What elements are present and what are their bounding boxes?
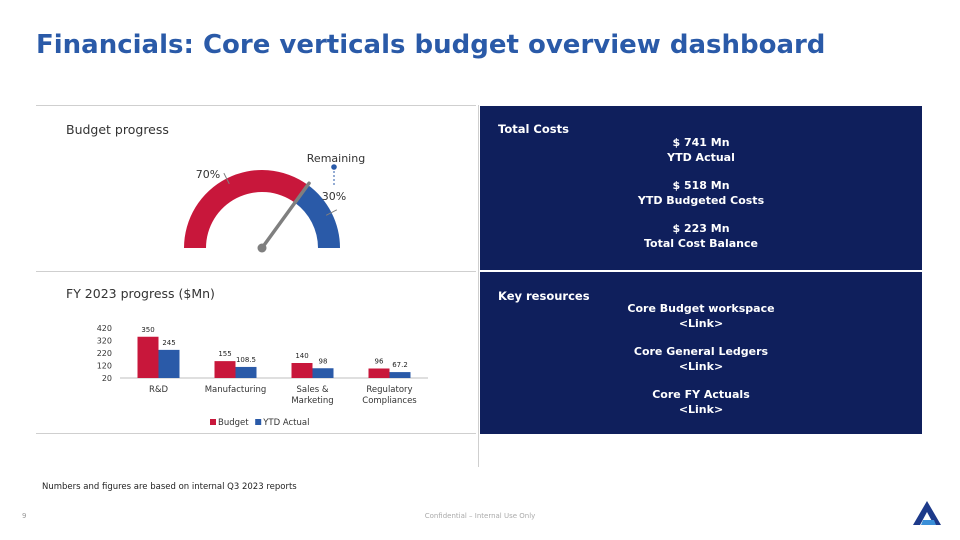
x-tick-label: R&D: [149, 385, 169, 395]
legend-label: YTD Actual: [262, 418, 309, 428]
gauge-remaining-tick: [325, 209, 338, 216]
resource-item: Core Budget workspace <Link>: [480, 301, 922, 331]
key-resources-heading: Key resources: [498, 289, 590, 303]
x-tick-label: Regulatory: [366, 385, 412, 395]
total-cost-label: YTD Actual: [667, 151, 735, 164]
bar-budget: [368, 368, 390, 378]
total-cost-label: Total Cost Balance: [644, 237, 758, 250]
budget-gauge: 70% Remaining 30%: [184, 152, 365, 253]
y-tick-label: 220: [97, 349, 112, 358]
x-tick-label: Sales &: [297, 385, 329, 395]
confidential-notice: Confidential – Internal Use Only: [424, 512, 536, 520]
x-tick-label: Marketing: [291, 396, 333, 406]
fy-progress-bar-chart: 420 320 220 120 20 350 245 R&D 155 108.5 Manufactu…: [97, 324, 428, 428]
total-cost-value: $ 223 Mn: [672, 222, 730, 235]
total-costs-item: $ 223 Mn Total Cost Balance: [480, 221, 922, 251]
page-title: Financials: Core verticals budget overvi…: [36, 30, 826, 60]
budget-progress-label: Budget progress: [66, 122, 169, 137]
divider-top-left: [36, 105, 476, 106]
divider-bottom-left: [36, 433, 476, 434]
x-tick-label: Compliances: [362, 396, 417, 406]
bar-ytd-actual: [389, 372, 411, 378]
used-percent-label: 70%: [196, 168, 220, 181]
total-cost-label: YTD Budgeted Costs: [637, 194, 765, 207]
total-cost-value: $ 741 Mn: [672, 136, 730, 149]
bar-ytd-actual: [158, 349, 180, 378]
resource-link[interactable]: <Link>: [678, 317, 724, 330]
fy-progress-label: FY 2023 progress ($Mn): [66, 286, 215, 301]
bar-ytd-actual: [312, 368, 334, 378]
remaining-percent-label: 30%: [322, 190, 346, 203]
divider-vertical: [478, 105, 479, 467]
data-label: 96: [375, 358, 384, 366]
resource-link[interactable]: <Link>: [678, 360, 724, 373]
data-label: 350: [141, 326, 154, 334]
footnote: Numbers and figures are based on interna…: [42, 482, 297, 492]
data-label: 245: [162, 339, 175, 347]
data-label: 155: [218, 350, 231, 358]
legend-swatch: [210, 419, 216, 425]
total-costs-item: $ 518 Mn YTD Budgeted Costs: [480, 178, 922, 208]
key-resources-panel: Key resources Core Budget workspace <Lin…: [480, 272, 922, 434]
gauge-needle: [260, 181, 311, 250]
bar-budget: [291, 363, 313, 378]
total-costs-heading: Total Costs: [498, 122, 569, 136]
total-costs-panel: Total Costs $ 741 Mn YTD Actual $ 518 Mn…: [480, 106, 922, 270]
resource-item: Core FY Actuals <Link>: [480, 387, 922, 417]
data-label: 98: [319, 357, 328, 365]
data-label: 140: [295, 352, 308, 360]
remaining-label: Remaining: [307, 152, 365, 165]
resource-name: Core Budget workspace: [627, 302, 775, 315]
company-logo-icon: [913, 501, 941, 525]
data-label: 67.2: [392, 361, 408, 369]
y-tick-label: 20: [102, 374, 112, 383]
total-cost-value: $ 518 Mn: [672, 179, 730, 192]
y-tick-label: 120: [97, 362, 112, 371]
bar-ytd-actual: [235, 366, 257, 378]
total-costs-item: $ 741 Mn YTD Actual: [480, 135, 922, 165]
gauge-remaining-arc: [294, 184, 340, 248]
legend-label: Budget: [218, 418, 249, 428]
y-tick-label: 420: [97, 324, 112, 333]
bar-budget: [137, 336, 159, 378]
gauge-needle-hub: [257, 243, 267, 253]
resource-link[interactable]: <Link>: [678, 403, 724, 416]
bar-budget: [214, 361, 236, 378]
gauge-used-arc: [184, 170, 308, 248]
divider-middle-left: [36, 271, 476, 272]
resource-name: Core FY Actuals: [652, 388, 750, 401]
legend-swatch: [255, 419, 262, 425]
resource-item: Core General Ledgers <Link>: [480, 344, 922, 374]
resource-name: Core General Ledgers: [633, 345, 769, 358]
y-tick-label: 320: [97, 337, 112, 346]
x-tick-label: Manufacturing: [205, 385, 267, 395]
page-number: 9: [22, 512, 27, 520]
data-label: 108.5: [236, 356, 256, 364]
gauge-used-tick: [223, 172, 230, 185]
remaining-marker-dot: [331, 164, 337, 170]
